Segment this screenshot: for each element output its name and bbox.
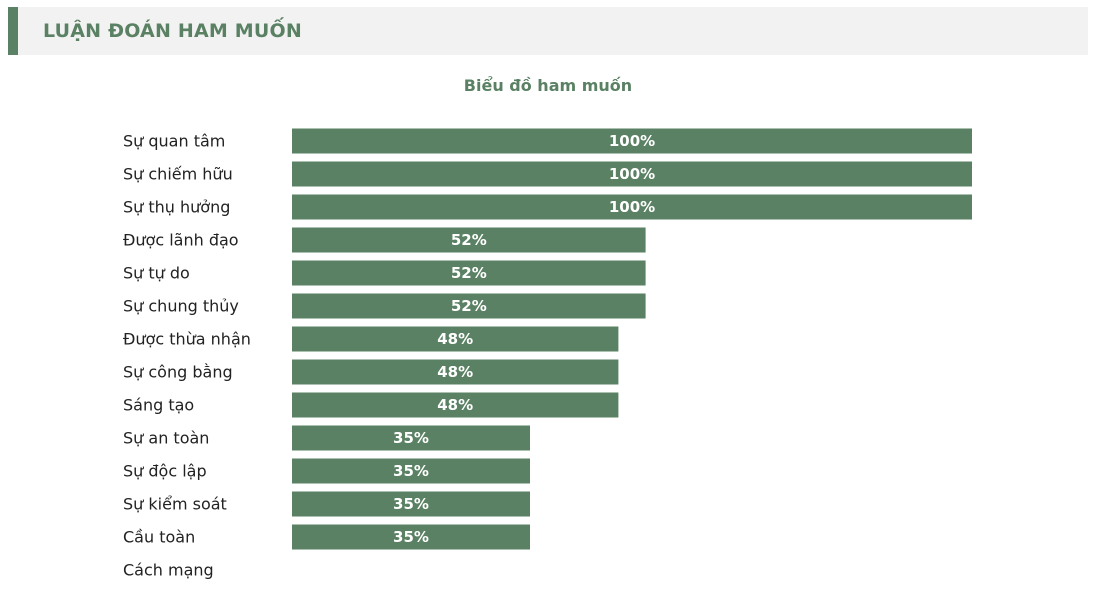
bar: [292, 359, 619, 385]
category-label: Sự tự do: [123, 264, 190, 283]
bar-value-label: 52%: [451, 297, 487, 315]
bar: [292, 293, 646, 319]
category-label: Sự quan tâm: [123, 132, 225, 151]
category-label: Sự độc lập: [123, 462, 207, 481]
bar: [292, 260, 646, 286]
bar-value-label: 35%: [393, 528, 429, 546]
section-title: LUẬN ĐOÁN HAM MUỐN: [43, 20, 302, 42]
category-label: Sự công bằng: [123, 363, 233, 382]
category-label: Sự an toàn: [123, 429, 209, 448]
category-label: Cầu toàn: [123, 528, 195, 547]
category-label: Sự chung thủy: [123, 297, 239, 316]
bar-value-label: 52%: [451, 231, 487, 249]
bar-value-label: 48%: [437, 396, 473, 414]
bar-value-label: 100%: [609, 198, 655, 216]
bar-value-label: 35%: [393, 462, 429, 480]
bar: [292, 524, 530, 550]
bar-value-label: 48%: [437, 363, 473, 381]
category-label: Sự kiểm soát: [123, 495, 227, 514]
bar-value-label: 52%: [451, 264, 487, 282]
category-label: Cách mạng: [123, 561, 214, 580]
bar: [292, 425, 530, 451]
section-header: LUẬN ĐOÁN HAM MUỐN: [8, 7, 1088, 55]
category-label: Sự thụ hưởng: [123, 198, 230, 217]
bar-value-label: 35%: [393, 429, 429, 447]
bar: [292, 194, 972, 220]
bar: [292, 392, 619, 418]
category-label: Được lãnh đạo: [123, 231, 239, 250]
bar-value-label: 100%: [609, 132, 655, 150]
bar: [292, 161, 972, 187]
chart-title: Biểu đồ ham muốn: [463, 76, 633, 95]
category-label: Được thừa nhận: [123, 330, 251, 349]
bar: [292, 326, 619, 352]
bar: [292, 458, 530, 484]
bar: [292, 227, 646, 253]
bar: [292, 491, 530, 517]
category-label: Sáng tạo: [123, 396, 194, 415]
category-label: Sự chiếm hữu: [123, 165, 233, 184]
bar: [292, 128, 972, 154]
bar-value-label: 100%: [609, 165, 655, 183]
bar-value-label: 35%: [393, 495, 429, 513]
bar-value-label: 48%: [437, 330, 473, 348]
